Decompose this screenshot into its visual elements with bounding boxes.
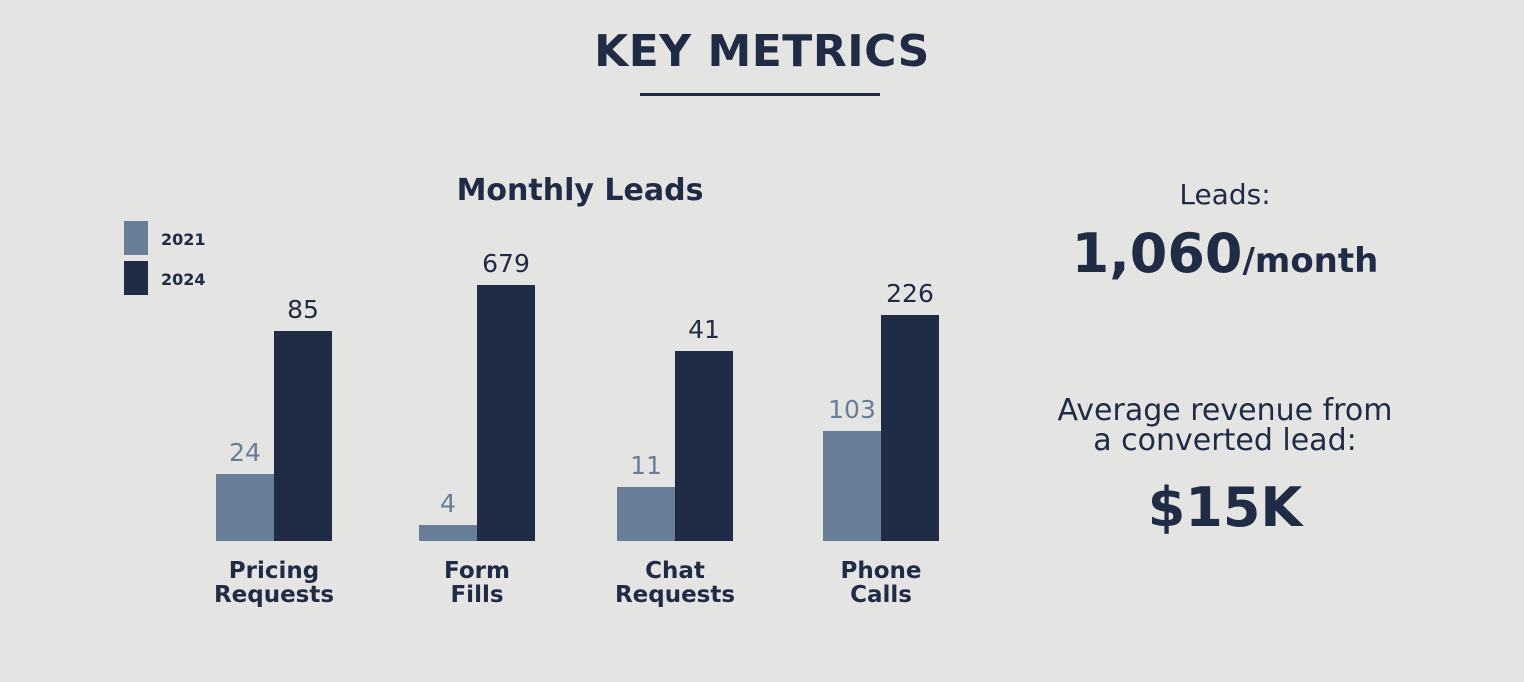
category-label-3-line1: Phone [840,558,921,584]
leads-label: Leads: [1179,178,1271,211]
data-label-2021-1: 4 [440,489,456,518]
title-underline [640,93,880,96]
bar-2021-1 [419,525,477,541]
category-label-3-line2: Calls [850,582,912,608]
revenue-label-line2: a converted lead: [1093,423,1357,458]
data-label-2024-0: 85 [287,295,319,324]
revenue-label-line1: Average revenue from [1057,393,1393,428]
category-label-2-line1: Chat [645,558,705,584]
revenue-value: $15K [1147,476,1303,539]
data-label-2021-0: 24 [229,438,261,467]
data-label-2021-2: 11 [630,451,662,480]
leads-value: 1,060/month [1020,222,1430,285]
leads-number: 1,060 [1071,222,1243,285]
page-title: KEY METRICS [594,26,930,77]
legend-label-2024: 2024 [161,270,206,289]
bar-2024-2 [675,351,733,541]
bar-2021-2 [617,487,675,541]
monthly-leads-chart: Monthly Leads202120242485PricingRequests… [124,173,939,608]
bar-2024-3 [881,315,939,541]
leads-unit: /month [1242,241,1379,281]
category-label-0-line2: Requests [214,582,334,608]
data-label-2024-1: 679 [482,249,530,278]
legend-swatch-2024 [124,261,148,295]
bar-2021-3 [823,431,881,541]
bar-2024-1 [477,285,535,541]
bar-2024-0 [274,331,332,541]
category-label-0-line1: Pricing [229,558,319,584]
bar-2021-0 [216,474,274,541]
chart-title: Monthly Leads [457,173,704,208]
category-label-1-line2: Fills [450,582,503,608]
legend-swatch-2021 [124,221,148,255]
legend-label-2021: 2021 [161,230,206,249]
data-label-2024-3: 226 [886,279,934,308]
revenue-label: Average revenue from a converted lead: [1020,396,1430,456]
data-label-2024-2: 41 [688,315,720,344]
data-label-2021-3: 103 [828,395,876,424]
category-label-2-line2: Requests [615,582,735,608]
category-label-1-line1: Form [444,558,510,584]
